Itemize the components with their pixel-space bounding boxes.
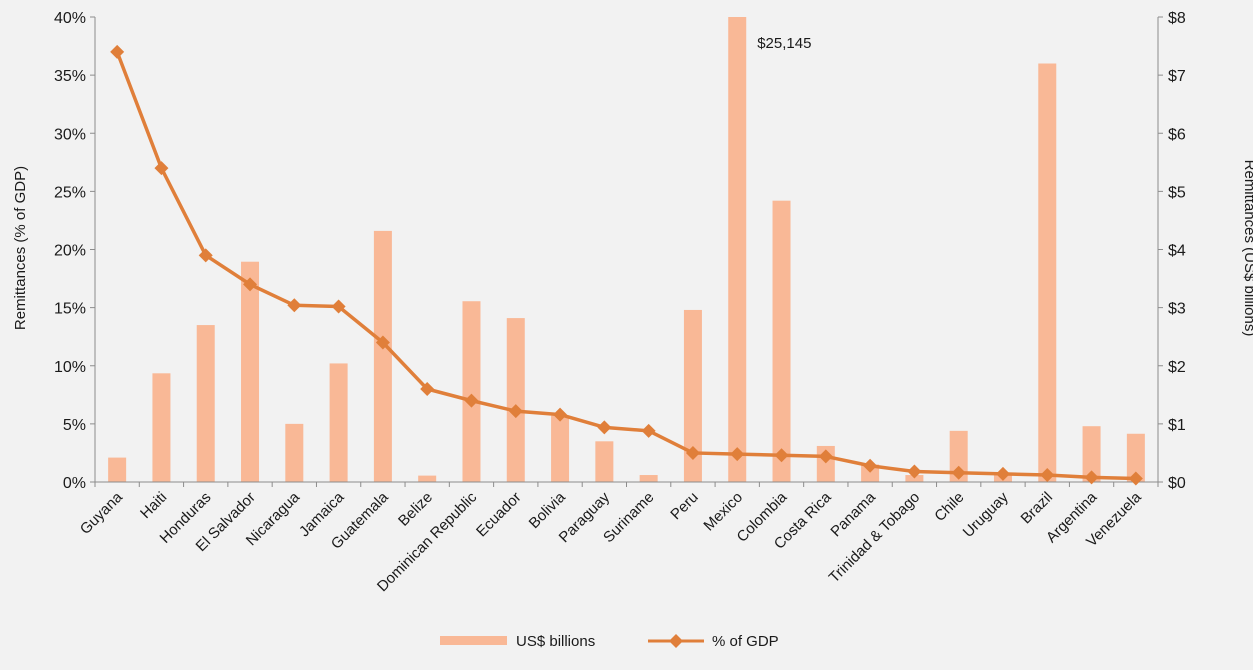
bar-3: [241, 261, 260, 482]
bar-5: [329, 363, 348, 482]
x-tick-label-21: Brazil: [1018, 489, 1057, 528]
bar-1: [152, 373, 171, 482]
y-right-tick-label-4: $4: [1168, 243, 1186, 260]
y-right-tick-label-0: $0: [1168, 475, 1186, 492]
x-tick-label-20: Uruguay: [960, 488, 1012, 540]
line-marker-23: [1128, 471, 1143, 486]
bar-15: [772, 200, 791, 483]
legend: US$ billions % of GDP: [440, 633, 779, 650]
line-marker-7: [420, 382, 435, 396]
bar-4: [285, 423, 304, 482]
line-marker-14: [730, 447, 745, 462]
line-marker-12: [641, 423, 656, 438]
bar-21: [1038, 63, 1057, 482]
line-marker-9: [508, 404, 523, 419]
y-right-tick-label-1: $1: [1168, 417, 1186, 434]
bar-13: [683, 309, 702, 482]
line-marker-17: [863, 458, 878, 473]
legend-label-line: % of GDP: [712, 633, 779, 650]
bar-22: [1082, 426, 1101, 482]
line-marker-4: [287, 298, 302, 313]
y-right-tick-label-6: $6: [1168, 126, 1186, 143]
y-left-tick-label-6: 30%: [54, 126, 86, 143]
line-marker-3: [243, 277, 258, 292]
mexico-value-annotation: $25,145: [757, 35, 811, 52]
y-axis-right-label: Remittances (US$ billions): [1241, 160, 1253, 337]
y-right-tick-label-5: $5: [1168, 184, 1186, 201]
x-tick-label-0: Guyana: [77, 488, 127, 538]
line-marker-20: [995, 466, 1010, 481]
bar-14: [728, 17, 747, 482]
y-right-tick-label-3: $3: [1168, 301, 1186, 318]
x-tick-label-13: Peru: [667, 489, 701, 523]
line-marker-21: [1040, 468, 1055, 483]
x-tick-label-1: Haiti: [137, 489, 170, 522]
y-left-tick-label-7: 35%: [54, 68, 86, 85]
bar-series: [108, 17, 1145, 483]
line-path: [115, 51, 1136, 481]
line-marker-6: [375, 335, 390, 350]
y-left-tick-label-5: 25%: [54, 184, 86, 201]
line-marker-8: [464, 393, 479, 408]
line-marker-1: [154, 161, 169, 176]
line-marker-22: [1084, 470, 1099, 485]
line-marker-18: [907, 464, 922, 479]
y-left-tick-label-3: 15%: [54, 301, 86, 318]
line-marker-0: [110, 44, 125, 59]
bar-19: [949, 430, 968, 482]
y-axis-left-label: Remittances (% of GDP): [12, 166, 29, 330]
line-marker-5: [331, 299, 346, 314]
y-right-tick-label-2: $2: [1168, 359, 1186, 376]
line-marker-11: [597, 420, 612, 435]
bar-0: [108, 457, 127, 482]
bar-9: [506, 318, 525, 482]
line-marker-2: [198, 248, 213, 263]
line-marker-15: [774, 448, 789, 463]
y-left-tick-label-8: 40%: [54, 10, 86, 27]
bar-7: [418, 475, 437, 482]
bar-17: [861, 464, 880, 482]
y-left-tick-label-1: 5%: [63, 417, 86, 434]
bar-23: [1126, 433, 1145, 482]
y-right-tick-label-8: $8: [1168, 10, 1186, 27]
bar-2: [196, 325, 215, 482]
line-series: [110, 44, 1143, 486]
legend-label-bars: US$ billions: [516, 633, 595, 650]
line-marker-19: [951, 465, 966, 480]
x-tick-label-9: Ecuador: [473, 489, 525, 541]
bar-10: [551, 415, 570, 482]
tick-labels: 0% 5% 10% 15% 20% 25% 30% 35% 40% $0 $1 $2 $3 $4 $5 $6 $…: [54, 10, 1186, 595]
legend-swatch-bars: [440, 636, 507, 645]
x-tick-label-10: Bolivia: [526, 488, 570, 532]
line-marker-13: [685, 445, 700, 460]
axes: [90, 16, 1163, 487]
y-left-tick-label-2: 10%: [54, 359, 86, 376]
legend-swatch-marker: [669, 634, 683, 648]
bar-12: [639, 475, 658, 482]
x-tick-label-7: Belize: [395, 489, 436, 530]
y-left-tick-label-4: 20%: [54, 243, 86, 260]
x-tick-label-19: Chile: [931, 489, 967, 525]
y-left-tick-label-0: 0%: [63, 475, 86, 492]
bar-6: [373, 230, 392, 482]
bar-8: [462, 301, 481, 482]
bar-11: [595, 441, 614, 482]
line-marker-16: [818, 449, 833, 464]
y-right-tick-label-7: $7: [1168, 68, 1186, 85]
line-marker-10: [553, 407, 568, 422]
